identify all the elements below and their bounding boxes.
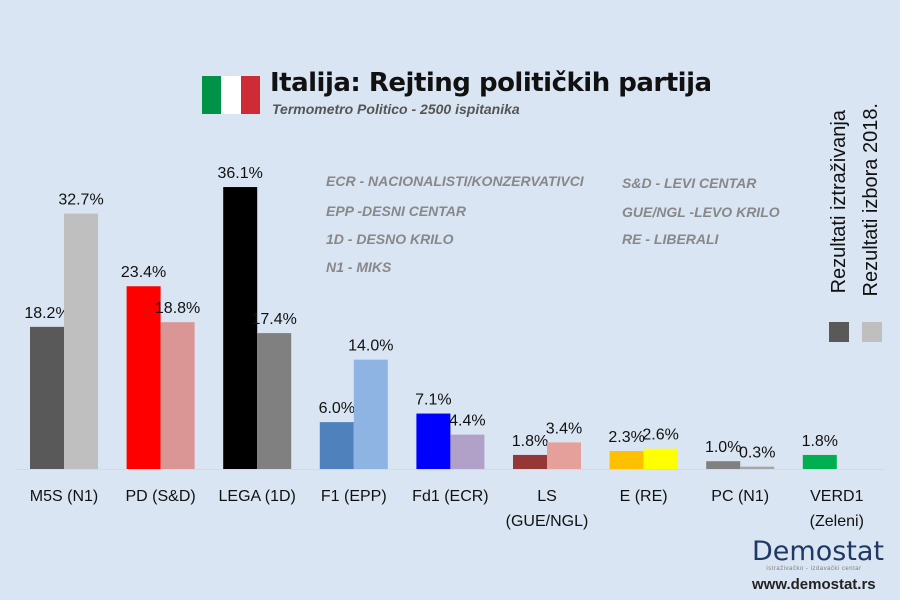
data-label: 2.3% <box>608 429 644 446</box>
note-gue: GUE/NGL -LEVO KRILO <box>622 204 780 220</box>
data-label: 3.4% <box>546 420 582 437</box>
data-label: 6.0% <box>319 400 355 417</box>
category-label: F1 (EPP) <box>321 488 387 505</box>
data-label: 4.4% <box>449 413 485 430</box>
bar <box>319 422 354 469</box>
bar <box>513 454 547 469</box>
data-label: 36.1% <box>218 165 263 182</box>
note-epp: EPP -DESNI CENTAR <box>326 203 467 219</box>
legend-election-swatch <box>862 322 882 342</box>
note-re: RE - LIBERALI <box>622 231 719 247</box>
bar <box>547 442 581 469</box>
bar <box>223 187 258 469</box>
category-label: LEGA (1D) <box>219 488 296 505</box>
category-label: PC (N1) <box>711 488 769 505</box>
note-n1: N1 - MIKS <box>326 259 392 275</box>
data-label: 14.0% <box>348 338 393 355</box>
logo-url[interactable]: www.demostat.rs <box>752 576 876 593</box>
data-label: 1.8% <box>802 433 838 450</box>
bar <box>160 322 195 469</box>
data-label: 18.2% <box>24 305 69 322</box>
category-label: LS <box>537 488 557 505</box>
data-label: 0.3% <box>739 445 775 462</box>
data-label: 17.4% <box>252 311 297 328</box>
bar <box>257 333 292 469</box>
logo-tagline: istraživačko - izdavački centar <box>766 566 862 572</box>
demostat-logo: Demostat istraživačko - izdavački centar <box>752 536 885 573</box>
italy-flag-icon <box>202 76 260 114</box>
bar <box>30 326 64 469</box>
bar <box>450 434 485 469</box>
bar <box>353 359 388 469</box>
bar <box>126 286 161 469</box>
logo-name: Demostat <box>752 536 885 567</box>
bar <box>802 454 837 469</box>
chart-subtitle: Termometro Politico - 2500 ispitanika <box>272 101 520 117</box>
bar <box>416 413 451 469</box>
category-label: PD (S&D) <box>125 488 195 505</box>
bar <box>64 213 98 469</box>
data-label: 1.8% <box>512 433 548 450</box>
data-label: 7.1% <box>415 392 451 409</box>
bar <box>643 448 678 469</box>
category-label: M5S (N1) <box>30 488 98 505</box>
category-label: (Zeleni) <box>810 513 864 530</box>
data-label: 1.0% <box>705 439 741 456</box>
bar <box>609 451 644 469</box>
bar <box>706 461 741 469</box>
category-label: VERD1 <box>810 488 863 505</box>
category-label: (GUE/NGL) <box>506 513 589 530</box>
category-label: Fd1 (ECR) <box>412 488 488 505</box>
data-label: 23.4% <box>121 264 166 281</box>
legend-poll-swatch <box>829 322 849 342</box>
bar <box>740 466 775 469</box>
data-label: 32.7% <box>58 192 103 209</box>
chart-title: Italija: Rejting političkih partija <box>270 68 712 98</box>
note-1d: 1D - DESNO KRILO <box>326 231 454 247</box>
category-label: E (RE) <box>620 488 668 505</box>
data-label: 18.8% <box>155 300 200 317</box>
note-ecr: ECR - NACIONALISTI/KONZERVATIVCI <box>326 173 584 189</box>
data-label: 2.6% <box>642 427 678 444</box>
note-sd: S&D - LEVI CENTAR <box>622 175 757 191</box>
